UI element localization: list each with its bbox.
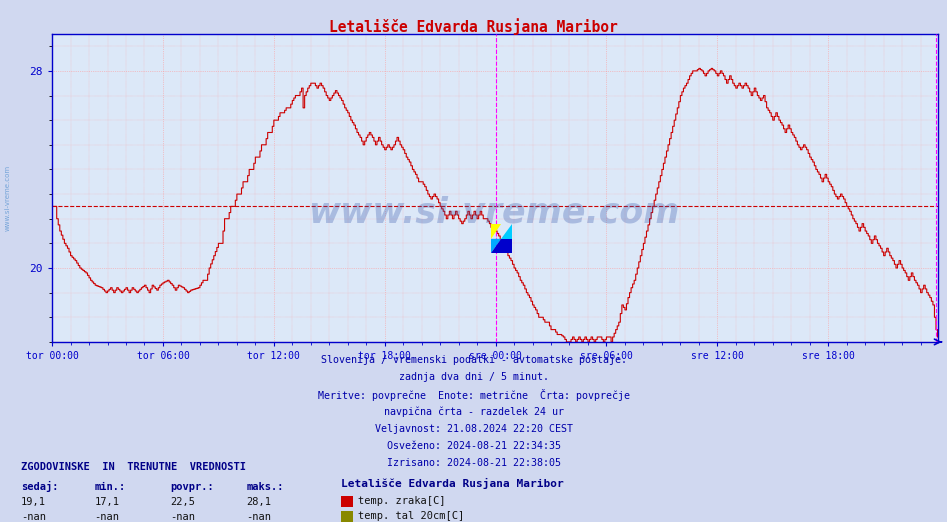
Text: Slovenija / vremenski podatki - avtomatske postaje.: Slovenija / vremenski podatki - avtomats…: [320, 355, 627, 365]
Text: Veljavnost: 21.08.2024 22:20 CEST: Veljavnost: 21.08.2024 22:20 CEST: [374, 424, 573, 434]
Text: www.si-vreme.com: www.si-vreme.com: [309, 196, 681, 230]
Text: Letališče Edvarda Rusjana Maribor: Letališče Edvarda Rusjana Maribor: [341, 478, 563, 489]
Text: Letališče Edvarda Rusjana Maribor: Letališče Edvarda Rusjana Maribor: [330, 18, 617, 35]
Polygon shape: [491, 239, 501, 253]
Text: zadnja dva dni / 5 minut.: zadnja dva dni / 5 minut.: [399, 372, 548, 382]
Polygon shape: [501, 224, 511, 239]
Text: -nan: -nan: [170, 512, 195, 522]
Text: min.:: min.:: [95, 482, 126, 492]
Text: povpr.:: povpr.:: [170, 482, 214, 492]
Text: Meritve: povprečne  Enote: metrične  Črta: povprečje: Meritve: povprečne Enote: metrične Črta:…: [317, 389, 630, 401]
Text: maks.:: maks.:: [246, 482, 284, 492]
Polygon shape: [491, 239, 501, 253]
Polygon shape: [501, 239, 511, 253]
Text: sedaj:: sedaj:: [21, 481, 59, 492]
Text: ZGODOVINSKE  IN  TRENUTNE  VREDNOSTI: ZGODOVINSKE IN TRENUTNE VREDNOSTI: [21, 462, 246, 472]
Text: 22,5: 22,5: [170, 497, 195, 507]
Text: 28,1: 28,1: [246, 497, 271, 507]
Text: navpična črta - razdelek 24 ur: navpična črta - razdelek 24 ur: [384, 407, 563, 417]
Text: 17,1: 17,1: [95, 497, 119, 507]
Text: www.si-vreme.com: www.si-vreme.com: [5, 165, 10, 231]
Text: -nan: -nan: [95, 512, 119, 522]
Text: -nan: -nan: [21, 512, 45, 522]
Text: Osveženo: 2024-08-21 22:34:35: Osveženo: 2024-08-21 22:34:35: [386, 441, 561, 451]
Text: -nan: -nan: [246, 512, 271, 522]
Text: Izrisano: 2024-08-21 22:38:05: Izrisano: 2024-08-21 22:38:05: [386, 458, 561, 468]
Text: 19,1: 19,1: [21, 497, 45, 507]
Polygon shape: [491, 224, 501, 239]
Text: temp. tal 20cm[C]: temp. tal 20cm[C]: [358, 511, 464, 521]
Text: temp. zraka[C]: temp. zraka[C]: [358, 496, 445, 506]
